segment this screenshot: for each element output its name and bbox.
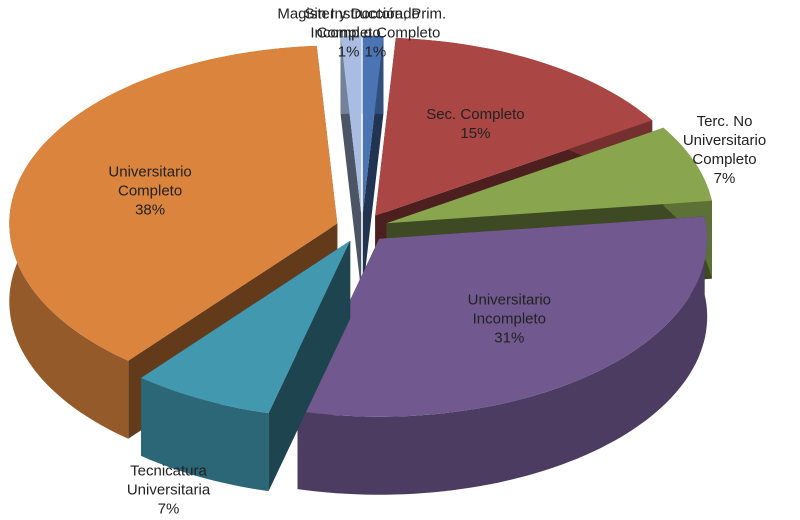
slice-top	[386, 127, 712, 224]
data-label: Universitario Incompleto 31%	[468, 290, 551, 347]
category-label: Sec. Completo	[426, 105, 525, 123]
data-label: Sec. Completo 15%	[426, 105, 524, 143]
slice-wall	[297, 216, 708, 495]
value-label: 38%	[135, 201, 166, 219]
category-label: Universitario Incompleto	[467, 291, 552, 328]
data-label: Tecnicatura Universitaria 7%	[127, 461, 210, 518]
data-label: Terc. No Universitario Completo 7%	[683, 112, 766, 188]
slice-top	[9, 45, 338, 361]
value-label: 31%	[494, 329, 525, 347]
value-label: 7%	[157, 500, 180, 517]
category-label: Sin Instrucción, Prim. Incomp o Completo	[304, 5, 447, 41]
category-label: Tecnicatura Universitaria	[126, 462, 211, 498]
value-label: 15%	[460, 124, 491, 142]
category-label: Universitario Completo	[108, 163, 192, 200]
slice-top	[362, 35, 384, 214]
data-label: Sin Instrucción, Prim. Incomp o Completo…	[305, 4, 447, 61]
slice-top	[375, 38, 653, 216]
value-label: 1%	[337, 43, 360, 60]
value-label: 7%	[713, 169, 736, 187]
category-label: Terc. No Universitario Completo	[682, 112, 767, 168]
slice-top	[141, 240, 351, 414]
category-label: Magister y Doctorado Completo	[277, 5, 420, 41]
value-label: 1%	[364, 43, 387, 60]
data-label: Universitario Completo 38%	[108, 162, 191, 219]
data-label: Magister y Doctorado Completo 1%	[277, 4, 420, 61]
slice-wall	[141, 377, 269, 492]
slice-top	[340, 35, 362, 214]
slice-top	[297, 216, 708, 417]
